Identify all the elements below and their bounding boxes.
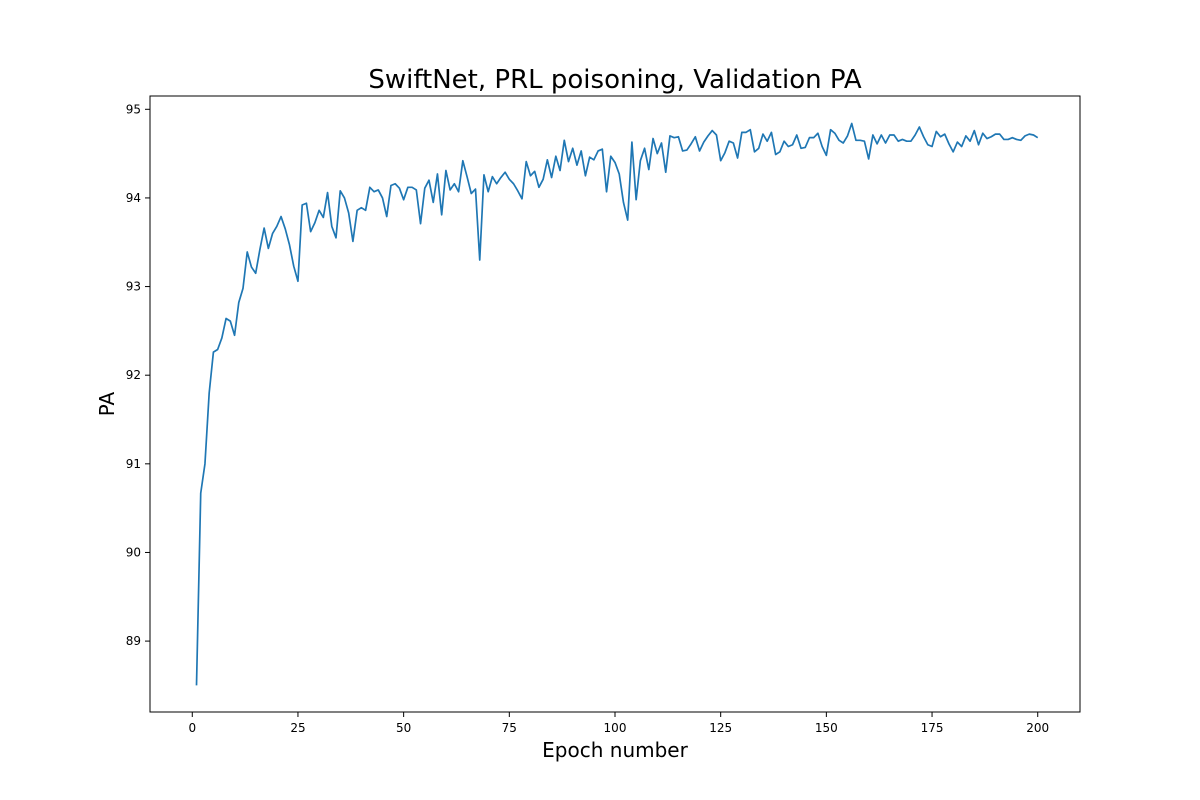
x-tick-label: 150 (815, 721, 838, 735)
y-tick-label: 89 (126, 634, 141, 648)
x-tick-label: 125 (709, 721, 732, 735)
y-tick-label: 90 (126, 545, 141, 559)
y-axis-label: PA (95, 391, 119, 416)
x-axis-label: Epoch number (542, 738, 688, 762)
x-tick-label: 200 (1026, 721, 1049, 735)
series-line (195, 122, 1039, 686)
x-tick-label: 100 (604, 721, 627, 735)
plot-area (149, 95, 1081, 713)
x-tick-label: 50 (396, 721, 411, 735)
y-axis: 89 90 91 92 93 94 95 (126, 102, 150, 648)
y-tick-label: 91 (126, 457, 141, 471)
x-axis: 0 25 50 75 100 125 150 175 200 (188, 712, 1049, 735)
plot-frame (149, 95, 1081, 713)
y-tick-label: 95 (126, 102, 141, 116)
x-tick-label: 75 (502, 721, 517, 735)
x-tick-label: 25 (290, 721, 305, 735)
y-tick-label: 92 (126, 368, 141, 382)
x-tick-label: 0 (188, 721, 196, 735)
x-tick-label: 175 (921, 721, 944, 735)
y-tick-label: 94 (126, 191, 141, 205)
chart-title: SwiftNet, PRL poisoning, Validation PA (368, 65, 862, 95)
y-tick-label: 93 (126, 280, 141, 294)
